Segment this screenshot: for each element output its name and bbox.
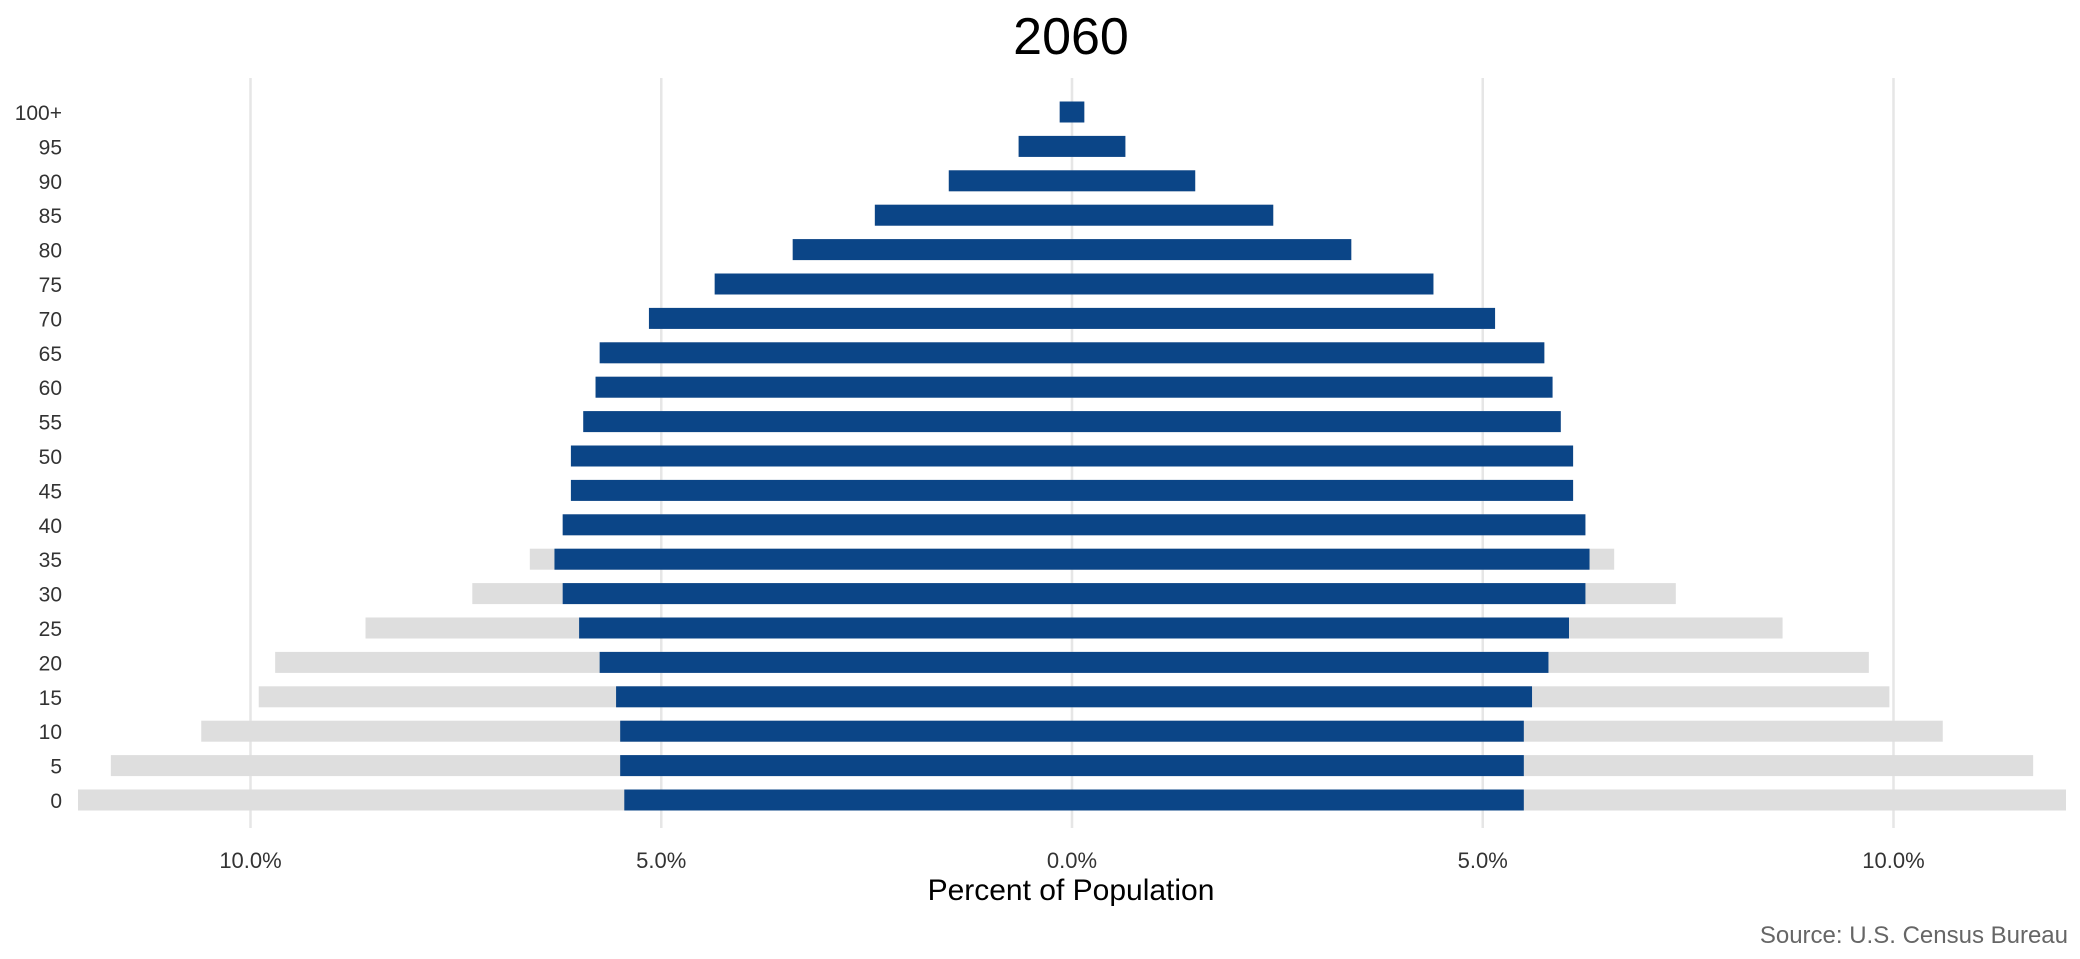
age-label-0: 0: [50, 790, 62, 813]
age-label-80: 80: [39, 240, 62, 263]
x-axis-title: Percent of Population: [928, 874, 1215, 907]
age-label-75: 75: [39, 274, 62, 297]
bars-layer: [78, 101, 2066, 811]
bar-current-left-0: [624, 789, 1072, 811]
age-label-30: 30: [39, 584, 62, 607]
x-tick-label-0: 10.0%: [219, 848, 281, 873]
age-label-65: 65: [39, 343, 62, 366]
bar-current-right-80: [1072, 239, 1352, 261]
bar-current-right-75: [1072, 273, 1434, 295]
chart-title: 2060: [1013, 8, 1129, 66]
bar-current-right-5: [1072, 755, 1524, 777]
age-label-85: 85: [39, 205, 62, 228]
x-tick-label-4: 10.0%: [1862, 848, 1924, 873]
bar-current-right-85: [1072, 204, 1274, 226]
bar-current-right-25: [1072, 617, 1569, 639]
bar-current-right-100plus: [1072, 101, 1085, 123]
bar-current-left-15: [616, 686, 1072, 708]
x-tick-label-1: 5.0%: [636, 848, 686, 873]
age-label-35: 35: [39, 549, 62, 572]
bar-current-right-70: [1072, 307, 1496, 329]
age-label-70: 70: [39, 308, 62, 331]
bar-current-right-45: [1072, 479, 1574, 501]
bar-current-left-30: [562, 583, 1072, 605]
bar-current-left-85: [874, 204, 1072, 226]
bar-current-left-35: [554, 548, 1072, 570]
bar-current-left-70: [648, 307, 1072, 329]
bar-current-right-50: [1072, 445, 1574, 467]
bar-current-right-55: [1072, 411, 1561, 433]
bar-current-right-0: [1072, 789, 1524, 811]
bar-current-left-80: [792, 239, 1072, 261]
bar-current-right-95: [1072, 135, 1126, 157]
age-label-100plus: 100+: [15, 102, 62, 125]
bar-current-left-5: [620, 755, 1072, 777]
bar-current-left-55: [583, 411, 1072, 433]
age-label-95: 95: [39, 136, 62, 159]
bar-current-left-65: [599, 342, 1072, 364]
bar-current-left-40: [562, 514, 1072, 536]
age-label-45: 45: [39, 480, 62, 503]
age-label-15: 15: [39, 687, 62, 710]
bar-current-right-10: [1072, 720, 1524, 742]
x-tick-label-3: 5.0%: [1458, 848, 1508, 873]
age-label-55: 55: [39, 412, 62, 435]
x-tick-label-2: 0.0%: [1047, 848, 1097, 873]
bar-current-left-100plus: [1059, 101, 1072, 123]
bar-current-left-10: [620, 720, 1072, 742]
bar-current-left-90: [948, 170, 1072, 192]
bar-current-left-50: [570, 445, 1072, 467]
bar-current-right-90: [1072, 170, 1196, 192]
age-label-10: 10: [39, 721, 62, 744]
bar-current-right-30: [1072, 583, 1586, 605]
age-label-5: 5: [50, 756, 62, 779]
bar-current-left-20: [599, 651, 1072, 673]
bar-current-right-15: [1072, 686, 1533, 708]
age-label-60: 60: [39, 377, 62, 400]
age-label-50: 50: [39, 446, 62, 469]
bar-current-right-20: [1072, 651, 1549, 673]
bar-current-right-60: [1072, 376, 1553, 398]
age-label-25: 25: [39, 618, 62, 641]
bar-current-left-25: [579, 617, 1072, 639]
bar-current-right-65: [1072, 342, 1545, 364]
bar-current-left-95: [1018, 135, 1072, 157]
age-label-40: 40: [39, 515, 62, 538]
age-label-20: 20: [39, 652, 62, 675]
source-note: Source: U.S. Census Bureau: [1760, 922, 2068, 949]
bar-current-left-60: [595, 376, 1072, 398]
bar-current-left-45: [570, 479, 1072, 501]
y-tick-labels: 0 5 10 15 20 25 30 35 40 45 50 55 60 65 70 75 80 85 90 95 10…: [15, 102, 62, 813]
bar-current-right-35: [1072, 548, 1590, 570]
x-tick-labels: 10.0% 5.0% 0.0% 5.0% 10.0%: [219, 848, 1924, 873]
bar-current-right-40: [1072, 514, 1586, 536]
age-label-90: 90: [39, 171, 62, 194]
bar-current-left-75: [714, 273, 1072, 295]
